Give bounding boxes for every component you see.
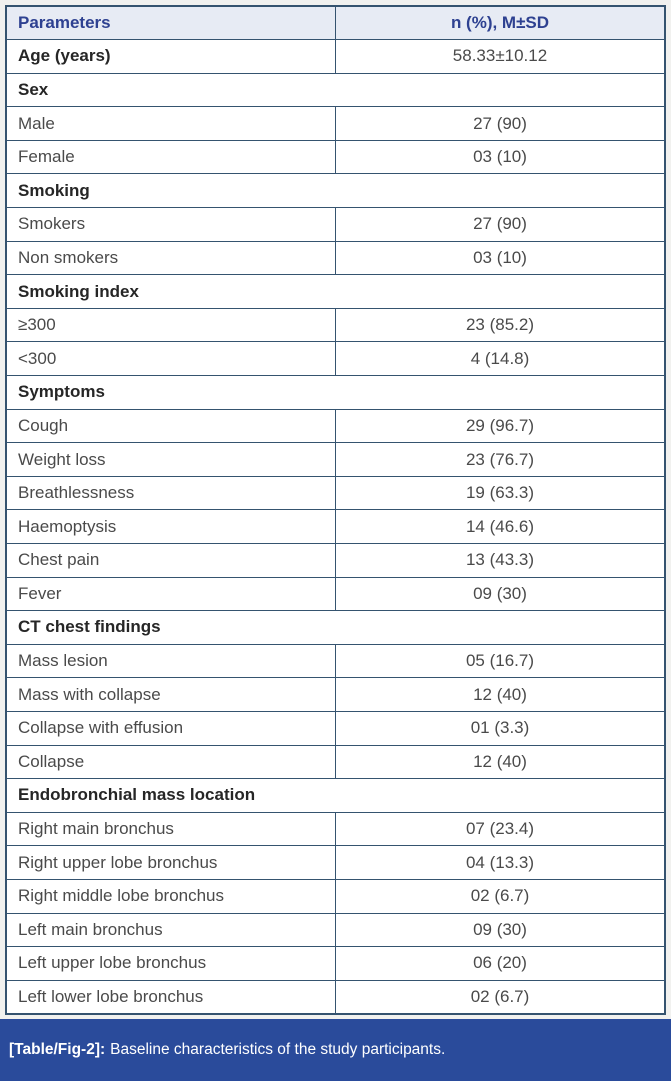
- table-row: Male 27 (90): [5, 106, 666, 141]
- parameter-value: 27 (90): [335, 207, 666, 242]
- section-row: CT chest findings: [5, 610, 666, 645]
- parameter-label: Mass lesion: [5, 643, 336, 679]
- parameter-label: Left upper lobe bronchus: [5, 946, 336, 981]
- parameter-value: 14 (46.6): [335, 509, 666, 544]
- section-row: Smoking index: [5, 274, 666, 309]
- table-row: Cough 29 (96.7): [5, 408, 666, 444]
- parameter-label: Haemoptysis: [5, 509, 336, 544]
- table-row: Breathlessness 19 (63.3): [5, 475, 666, 511]
- parameter-label: <300: [5, 341, 336, 377]
- table-row: Smokers 27 (90): [5, 207, 666, 242]
- table-row: Weight loss 23 (76.7): [5, 442, 666, 477]
- parameter-label: Mass with collapse: [5, 677, 336, 712]
- table-row: Left upper lobe bronchus 06 (20): [5, 946, 666, 981]
- section-label: Sex: [5, 72, 666, 108]
- caption-text: Baseline characteristics of the study pa…: [110, 1040, 446, 1058]
- parameter-value: 58.33±10.12: [335, 39, 666, 74]
- table-row: Right upper lobe bronchus 04 (13.3): [5, 845, 666, 880]
- parameter-value: 12 (40): [335, 744, 666, 780]
- caption-tag: [Table/Fig-2]:: [9, 1040, 106, 1058]
- table-row: Chest pain 13 (43.3): [5, 543, 666, 578]
- parameter-value: 09 (30): [335, 912, 666, 948]
- parameter-value: 09 (30): [335, 576, 666, 612]
- section-row: Sex: [5, 72, 666, 108]
- parameter-value: 02 (6.7): [335, 979, 666, 1015]
- parameter-label: Weight loss: [5, 442, 336, 477]
- parameter-value: 29 (96.7): [335, 408, 666, 444]
- table-row: Female 03 (10): [5, 139, 666, 175]
- table-caption: [Table/Fig-2]: Baseline characteristics …: [0, 1018, 671, 1081]
- section-label: Symptoms: [5, 375, 666, 410]
- table-row: Collapse with effusion 01 (3.3): [5, 710, 666, 746]
- baseline-characteristics-table: Parameters n (%), M±SD Age (years) 58.33±…: [5, 5, 666, 1015]
- section-label: Smoking: [5, 173, 666, 209]
- table-head: Parameters n (%), M±SD: [5, 5, 666, 41]
- parameter-value: 4 (14.8): [335, 341, 666, 377]
- parameter-value: 12 (40): [335, 677, 666, 712]
- parameter-label: Chest pain: [5, 543, 336, 578]
- parameter-value: 19 (63.3): [335, 475, 666, 511]
- parameter-label: ≥300: [5, 307, 336, 343]
- table-row: Fever 09 (30): [5, 576, 666, 612]
- parameter-value: 01 (3.3): [335, 710, 666, 746]
- table-body: Age (years) 58.33±10.12 Sex Male 27 (90) Fema…: [5, 39, 666, 1015]
- section-row: Smoking: [5, 173, 666, 209]
- parameter-label: Non smokers: [5, 240, 336, 276]
- table-row: Mass with collapse 12 (40): [5, 677, 666, 712]
- parameter-value: 06 (20): [335, 946, 666, 981]
- table-row: ≥300 23 (85.2): [5, 307, 666, 343]
- parameter-label: Collapse with effusion: [5, 710, 336, 746]
- parameter-label: Cough: [5, 408, 336, 444]
- parameter-label: Male: [5, 106, 336, 141]
- parameter-value: 23 (76.7): [335, 442, 666, 477]
- section-row: Symptoms: [5, 375, 666, 410]
- parameter-label: Breathlessness: [5, 475, 336, 511]
- parameter-label: Female: [5, 139, 336, 175]
- parameter-value: 13 (43.3): [335, 543, 666, 578]
- parameter-label: Age (years): [5, 39, 336, 74]
- table-row: Haemoptysis 14 (46.6): [5, 509, 666, 544]
- parameter-label: Fever: [5, 576, 336, 612]
- parameter-label: Right upper lobe bronchus: [5, 845, 336, 880]
- parameter-value: 04 (13.3): [335, 845, 666, 880]
- parameter-label: Right middle lobe bronchus: [5, 878, 336, 914]
- parameter-value: 23 (85.2): [335, 307, 666, 343]
- parameter-label: Left lower lobe bronchus: [5, 979, 336, 1015]
- table-row: Collapse 12 (40): [5, 744, 666, 780]
- parameter-label: Right main bronchus: [5, 811, 336, 847]
- section-row: Endobronchial mass location: [5, 778, 666, 813]
- table-row: Non smokers 03 (10): [5, 240, 666, 276]
- table-row: <300 4 (14.8): [5, 341, 666, 377]
- parameter-value: 02 (6.7): [335, 878, 666, 914]
- section-label: Smoking index: [5, 274, 666, 309]
- table-row: Left main bronchus 09 (30): [5, 912, 666, 948]
- column-header-parameters: Parameters: [5, 5, 336, 41]
- column-header-n-percent-msd: n (%), M±SD: [335, 5, 666, 41]
- table-row: Right middle lobe bronchus 02 (6.7): [5, 878, 666, 914]
- table-row: Right main bronchus 07 (23.4): [5, 811, 666, 847]
- parameter-value: 07 (23.4): [335, 811, 666, 847]
- table-row: Mass lesion 05 (16.7): [5, 643, 666, 679]
- table-row: Left lower lobe bronchus 02 (6.7): [5, 979, 666, 1015]
- parameter-value: 27 (90): [335, 106, 666, 141]
- table-header-row: Parameters n (%), M±SD: [5, 5, 666, 41]
- parameter-value: 05 (16.7): [335, 643, 666, 679]
- parameter-label: Collapse: [5, 744, 336, 780]
- section-label: CT chest findings: [5, 610, 666, 645]
- parameter-label: Left main bronchus: [5, 912, 336, 948]
- table-row: Age (years) 58.33±10.12: [5, 39, 666, 74]
- section-label: Endobronchial mass location: [5, 778, 666, 813]
- parameter-label: Smokers: [5, 207, 336, 242]
- parameter-value: 03 (10): [335, 240, 666, 276]
- parameter-value: 03 (10): [335, 139, 666, 175]
